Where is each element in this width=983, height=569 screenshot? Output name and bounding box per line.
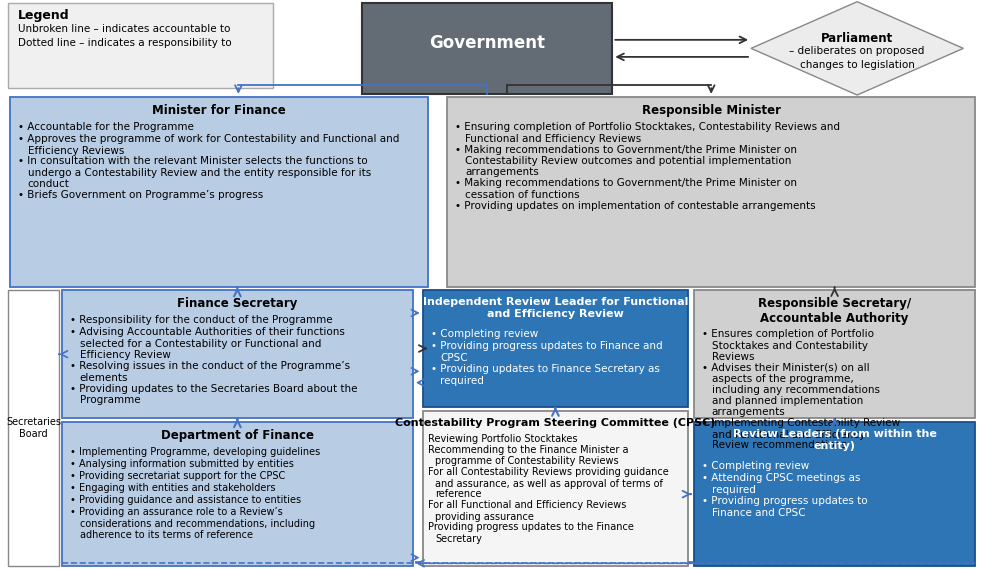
Text: • Attending CPSC meetings as: • Attending CPSC meetings as — [702, 473, 860, 483]
FancyBboxPatch shape — [447, 97, 975, 287]
FancyBboxPatch shape — [62, 290, 413, 418]
Text: Recommending to the Finance Minister a: Recommending to the Finance Minister a — [428, 445, 628, 455]
Text: Review Leaders (from within the
entity): Review Leaders (from within the entity) — [732, 429, 937, 451]
Text: Independent Review Leader for Functional
and Efficiency Review: Independent Review Leader for Functional… — [423, 297, 688, 319]
Text: • Advising Accountable Authorities of their functions: • Advising Accountable Authorities of th… — [70, 327, 345, 337]
Text: undergo a Contestability Review and the entity responsible for its: undergo a Contestability Review and the … — [28, 168, 371, 179]
Text: • Ensures completion of Portfolio: • Ensures completion of Portfolio — [702, 329, 874, 339]
Text: Responsible Secretary/
Accountable Authority: Responsible Secretary/ Accountable Autho… — [758, 297, 911, 325]
Text: and planned implementation: and planned implementation — [712, 396, 863, 406]
Text: Efficiency Review: Efficiency Review — [80, 350, 170, 360]
Polygon shape — [751, 2, 963, 95]
Text: including any recommendations: including any recommendations — [712, 385, 880, 395]
FancyBboxPatch shape — [62, 422, 413, 566]
Text: • Providing guidance and assistance to entities: • Providing guidance and assistance to e… — [70, 495, 301, 505]
Text: Functional and Efficiency Reviews: Functional and Efficiency Reviews — [465, 134, 641, 144]
Text: • In consultation with the relevant Minister selects the functions to: • In consultation with the relevant Mini… — [18, 156, 368, 167]
Text: Providing progress updates to the Finance: Providing progress updates to the Financ… — [428, 522, 633, 533]
Text: • Analysing information submitted by entities: • Analysing information submitted by ent… — [70, 459, 294, 469]
Text: • Providing progress updates to Finance and: • Providing progress updates to Finance … — [431, 341, 663, 351]
Text: Legend: Legend — [18, 9, 70, 22]
Text: • Providing progress updates to: • Providing progress updates to — [702, 496, 867, 506]
Text: Unbroken line – indicates accountable to: Unbroken line – indicates accountable to — [18, 24, 230, 35]
Text: • Making recommendations to Government/the Prime Minister on: • Making recommendations to Government/t… — [455, 145, 797, 155]
Text: • Completing review: • Completing review — [702, 461, 809, 471]
FancyBboxPatch shape — [8, 3, 273, 88]
Text: Contestability Program Steering Committee (CPSC): Contestability Program Steering Committe… — [395, 418, 716, 428]
Text: Finance Secretary: Finance Secretary — [177, 297, 298, 310]
Text: providing assurance: providing assurance — [435, 512, 535, 522]
Text: arrangements: arrangements — [712, 407, 785, 417]
Text: Finance and CPSC: Finance and CPSC — [712, 508, 805, 518]
FancyBboxPatch shape — [423, 411, 688, 566]
Text: CPSC: CPSC — [440, 353, 468, 363]
Text: Dotted line – indicates a responsibility to: Dotted line – indicates a responsibility… — [18, 38, 231, 48]
Text: and Functional and Efficiency: and Functional and Efficiency — [712, 430, 865, 440]
Text: required: required — [712, 485, 756, 495]
FancyBboxPatch shape — [423, 290, 688, 407]
Text: arrangements: arrangements — [465, 167, 539, 178]
Text: For all Contestability Reviews providing guidance: For all Contestability Reviews providing… — [428, 467, 668, 477]
Text: • Approves the programme of work for Contestability and Functional and: • Approves the programme of work for Con… — [18, 134, 399, 144]
Text: Contestability Review outcomes and potential implementation: Contestability Review outcomes and poten… — [465, 156, 791, 167]
Text: required: required — [440, 376, 485, 386]
Text: conduct: conduct — [28, 179, 70, 189]
Text: and assurance, as well as approval of terms of: and assurance, as well as approval of te… — [435, 479, 664, 489]
Text: changes to legislation: changes to legislation — [800, 60, 914, 71]
Text: For all Functional and Efficiency Reviews: For all Functional and Efficiency Review… — [428, 500, 626, 510]
Text: • Advises their Minister(s) on all: • Advises their Minister(s) on all — [702, 362, 870, 373]
Text: • Providing an assurance role to a Review’s: • Providing an assurance role to a Revie… — [70, 507, 282, 517]
Text: adherence to its terms of reference: adherence to its terms of reference — [80, 530, 253, 540]
Text: aspects of the programme,: aspects of the programme, — [712, 374, 853, 385]
Text: Secretary: Secretary — [435, 534, 483, 544]
Text: • Completing review: • Completing review — [431, 329, 538, 339]
Text: Responsible Minister: Responsible Minister — [642, 104, 781, 117]
Text: • Ensuring completion of Portfolio Stocktakes, Contestability Reviews and: • Ensuring completion of Portfolio Stock… — [455, 122, 840, 132]
Text: • Making recommendations to Government/the Prime Minister on: • Making recommendations to Government/t… — [455, 178, 797, 188]
FancyBboxPatch shape — [362, 3, 612, 94]
Text: Stocktakes and Contestability: Stocktakes and Contestability — [712, 341, 868, 351]
Text: • Providing updates to the Secretaries Board about the: • Providing updates to the Secretaries B… — [70, 384, 357, 394]
Text: programme of Contestability Reviews: programme of Contestability Reviews — [435, 456, 619, 467]
Text: Government: Government — [429, 34, 546, 52]
Text: • Engaging with entities and stakeholders: • Engaging with entities and stakeholder… — [70, 483, 275, 493]
FancyBboxPatch shape — [694, 290, 975, 418]
FancyBboxPatch shape — [8, 290, 59, 566]
Text: • Providing secretariat support for the CPSC: • Providing secretariat support for the … — [70, 471, 285, 481]
Text: Secretaries
Board: Secretaries Board — [6, 418, 61, 439]
Text: Department of Finance: Department of Finance — [161, 429, 314, 442]
Text: • Implementing Programme, developing guidelines: • Implementing Programme, developing gui… — [70, 447, 320, 457]
Text: – deliberates on proposed: – deliberates on proposed — [789, 46, 925, 56]
Text: • Briefs Government on Programme’s progress: • Briefs Government on Programme’s progr… — [18, 190, 262, 200]
Text: selected for a Contestability or Functional and: selected for a Contestability or Functio… — [80, 339, 321, 349]
Text: Reviews: Reviews — [712, 352, 754, 362]
Text: • Providing updates on implementation of contestable arrangements: • Providing updates on implementation of… — [455, 201, 816, 211]
Text: • Resolving issues in the conduct of the Programme’s: • Resolving issues in the conduct of the… — [70, 361, 350, 371]
Text: elements: elements — [80, 373, 128, 383]
Text: Review recommendations: Review recommendations — [712, 440, 846, 451]
FancyBboxPatch shape — [694, 422, 975, 566]
Text: considerations and recommendations, including: considerations and recommendations, incl… — [80, 519, 315, 529]
Text: • Implementing Contestability Review: • Implementing Contestability Review — [702, 418, 900, 428]
FancyBboxPatch shape — [10, 97, 428, 287]
Text: • Providing updates to Finance Secretary as: • Providing updates to Finance Secretary… — [431, 364, 660, 374]
Text: Reviewing Portfolio Stocktakes: Reviewing Portfolio Stocktakes — [428, 434, 577, 444]
Text: Minister for Finance: Minister for Finance — [151, 104, 286, 117]
Text: • Responsibility for the conduct of the Programme: • Responsibility for the conduct of the … — [70, 315, 332, 325]
Text: • Accountable for the Programme: • Accountable for the Programme — [18, 122, 194, 132]
Text: cessation of functions: cessation of functions — [465, 190, 580, 200]
Text: Efficiency Reviews: Efficiency Reviews — [28, 146, 124, 156]
Text: Parliament: Parliament — [821, 32, 894, 44]
Text: Programme: Programme — [80, 395, 141, 406]
Text: reference: reference — [435, 489, 482, 500]
